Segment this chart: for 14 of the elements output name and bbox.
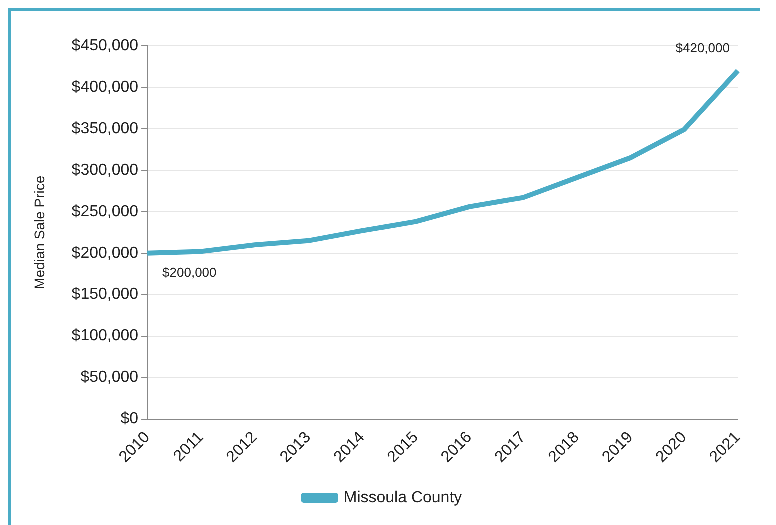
y-tick-label: $150,000 [72, 286, 139, 304]
legend-label: Missoula County [344, 489, 462, 506]
y-axis-title: Median Sale Price [31, 176, 48, 290]
y-tick-label: $0 [120, 410, 139, 428]
y-tick-label: $350,000 [72, 120, 139, 138]
y-tick-label: $50,000 [80, 369, 139, 386]
y-tick-label: $450,000 [72, 37, 139, 54]
y-tick-label: $400,000 [72, 78, 139, 96]
annotation: $420,000 [676, 40, 730, 56]
y-tick-label: $250,000 [72, 203, 139, 220]
y-tick-label: $300,000 [72, 162, 139, 179]
y-tick-label: $100,000 [72, 328, 139, 345]
annotation: $200,000 [162, 264, 217, 280]
y-tick-label: $200,000 [72, 244, 139, 262]
